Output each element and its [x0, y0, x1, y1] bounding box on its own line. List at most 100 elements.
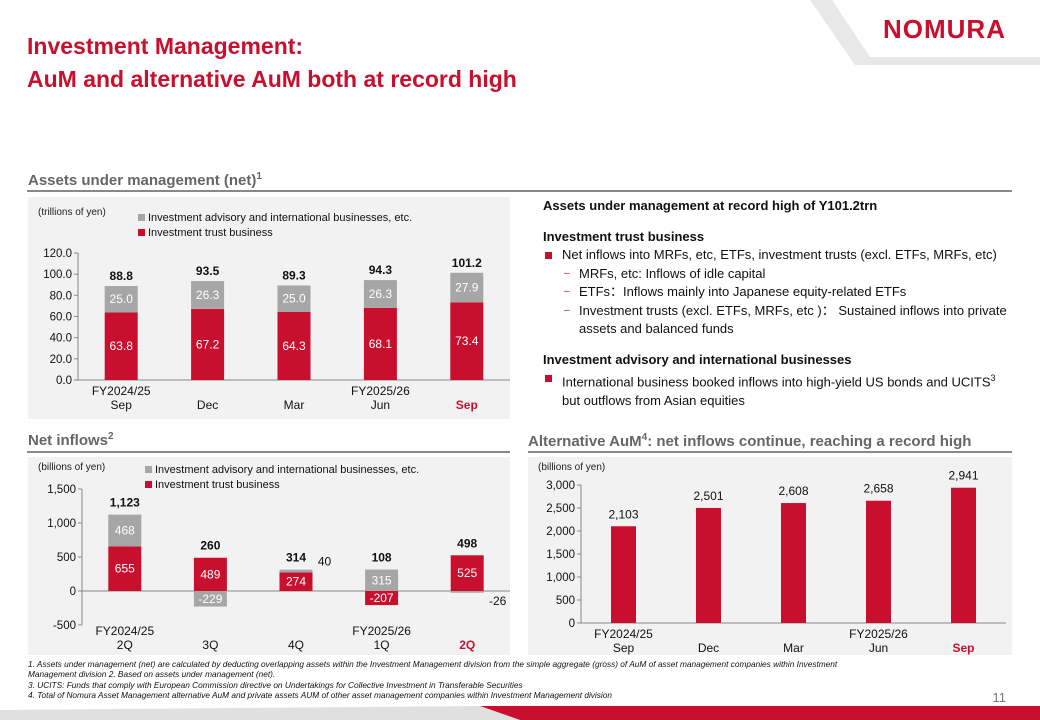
- bar-segment: [277, 285, 311, 312]
- aum-section-rule: [27, 190, 1012, 192]
- footnote-1a: 1. Assets under management (net) are cal…: [28, 659, 838, 669]
- aum-chart: (trillions of yen) Investment advisory an…: [38, 207, 510, 412]
- bar-segment: [365, 569, 399, 591]
- footnote-4: 4. Total of Nomura Asset Management alte…: [28, 689, 612, 700]
- legend-label-0: Investment advisory and international bu…: [155, 464, 419, 476]
- x-category-label: Sep: [952, 641, 974, 655]
- commentary-bullet-international-text: International business booked inflows in…: [562, 374, 991, 390]
- total-label: 498: [457, 536, 477, 550]
- commentary-heading-advisory: Investment advisory and international bu…: [543, 351, 852, 367]
- y-tick-label: 1,000: [546, 572, 575, 584]
- x-period-label: FY2025/26: [352, 624, 411, 638]
- bar-segment: [191, 281, 225, 309]
- aum-section-title-text: Assets under management (net): [28, 172, 257, 189]
- value-label: 2,941: [948, 469, 978, 483]
- data-label: 489: [200, 567, 220, 581]
- data-label: -207: [370, 591, 394, 605]
- bar-segment: [108, 514, 142, 547]
- data-label: 525: [457, 566, 477, 580]
- aum-section-title-sup: 1: [256, 171, 262, 182]
- y-tick-label: 1,500: [546, 549, 575, 561]
- x-category-label: 3Q: [202, 638, 218, 652]
- nomura-logo: NOMURA: [883, 14, 1006, 44]
- data-label: 68.1: [369, 337, 393, 351]
- bar-segment: [279, 572, 313, 591]
- x-category-label: 2Q: [117, 638, 133, 652]
- commentary-bullet-international: International business booked inflows in…: [543, 369, 1013, 410]
- data-label: 655: [115, 562, 135, 576]
- y-tick-label: 1,500: [47, 484, 76, 496]
- page-number: 11: [992, 690, 1007, 705]
- page-title-line1: Investment Management:: [27, 33, 304, 59]
- total-label: 101.2: [452, 256, 482, 270]
- footnote-1b: Management division 2. Based on assets u…: [28, 669, 276, 680]
- page-title: Investment Management: AuM and alternati…: [27, 30, 517, 96]
- data-label: 40: [318, 555, 332, 569]
- y-tick-label: 0: [70, 586, 76, 598]
- total-label: 94.3: [369, 263, 393, 277]
- y-tick-label: 0: [569, 618, 575, 630]
- total-label: 108: [372, 551, 392, 565]
- bar-segment: [450, 555, 484, 591]
- bar-segment: [365, 591, 399, 606]
- alt-aum-chart-panel: [528, 457, 1012, 655]
- x-category-label: Jun: [371, 398, 390, 412]
- x-category-label: 1Q: [374, 638, 390, 652]
- total-label: 89.3: [282, 268, 306, 282]
- bar-segment: [104, 312, 138, 380]
- bar: [951, 487, 976, 623]
- x-category-label: Jun: [869, 641, 888, 655]
- bar-segment: [193, 557, 227, 591]
- bar-segment: [450, 302, 484, 380]
- x-category-label: Dec: [197, 398, 218, 412]
- value-label: 2,501: [693, 489, 723, 503]
- footnotes: 1. Assets under management (net) are cal…: [28, 659, 988, 700]
- x-category-label: 2Q: [459, 638, 475, 652]
- x-category-label: Sep: [456, 398, 478, 412]
- footer-bar: [0, 706, 1040, 720]
- alt-aum-section-title: Alternative AuM4: net inflows continue, …: [528, 432, 971, 450]
- y-tick-label: 120.0: [43, 248, 72, 260]
- net-inflows-chart: (billions of yen) Investment advisory and…: [38, 462, 510, 652]
- legend-label-1: Investment trust business: [148, 227, 273, 239]
- bar-segment: [279, 569, 313, 573]
- data-label: 63.8: [110, 339, 134, 353]
- bar-segment: [277, 311, 311, 380]
- net-inflows-section-title: Net inflows2: [28, 431, 114, 449]
- x-category-label: Dec: [698, 641, 719, 655]
- net-inflows-title-text: Net inflows: [28, 432, 109, 449]
- alt-aum-chart: (billions of yen) 0 500 1,000 1,500 2,000 2,50…: [538, 462, 1006, 655]
- legend-swatch-1: [138, 229, 145, 236]
- bar-segment: [363, 307, 397, 380]
- y-tick-label: 500: [556, 595, 575, 607]
- total-label: 88.8: [110, 269, 134, 283]
- commentary-heading-investment-trust: Investment trust business: [543, 228, 705, 244]
- net-inflows-section-rule: [27, 451, 510, 453]
- y-tick-label: 0.0: [56, 375, 72, 387]
- unit-label: (trillions of yen): [38, 207, 106, 218]
- unit-label: (billions of yen): [538, 462, 605, 473]
- alt-aum-title-text-end: : net inflows continue, reaching a recor…: [647, 433, 972, 450]
- x-period-label: FY2025/26: [351, 384, 410, 398]
- alt-aum-section-rule: [528, 451, 1012, 453]
- data-label: -229: [198, 592, 222, 606]
- footnote-3: 3. UCITS: Funds that comply with Europea…: [28, 679, 523, 690]
- bar: [781, 503, 806, 623]
- data-label: 274: [286, 575, 306, 589]
- bar-segment: [450, 591, 484, 593]
- x-category-label: Mar: [783, 641, 804, 655]
- bar: [611, 526, 636, 623]
- x-category-label: Sep: [111, 398, 133, 412]
- x-category-label: Sep: [613, 641, 635, 655]
- bar: [866, 500, 891, 623]
- y-tick-label: 500: [57, 552, 76, 564]
- x-category-label: 4Q: [288, 638, 304, 652]
- value-label: 2,608: [778, 484, 808, 498]
- data-label: 468: [115, 524, 135, 538]
- bar-segment: [191, 308, 225, 380]
- data-label: 315: [372, 573, 392, 587]
- y-tick-label: 2,000: [546, 526, 575, 538]
- data-label: 67.2: [196, 337, 220, 351]
- alt-aum-title-sup: 4: [641, 432, 648, 443]
- bar-segment: [108, 546, 142, 591]
